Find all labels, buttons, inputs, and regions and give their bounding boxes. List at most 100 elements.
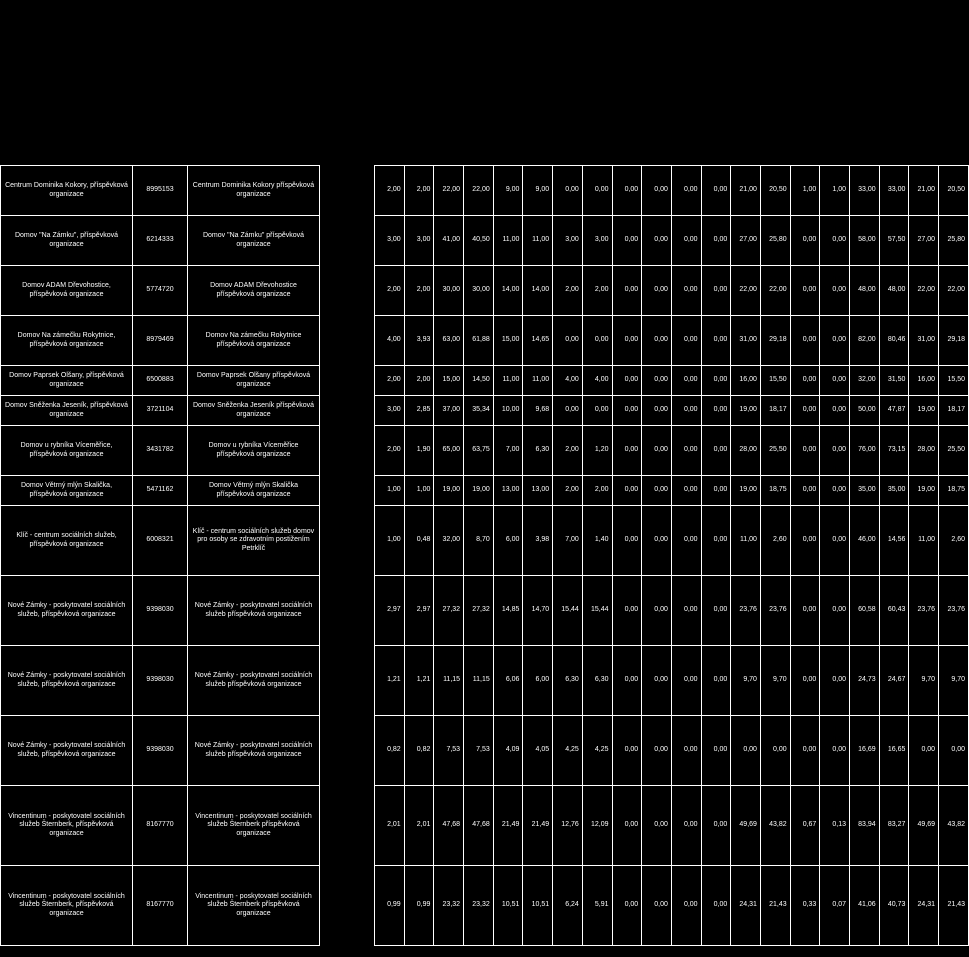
table-row: Klíč - centrum sociálních služeb, příspě… — [1, 506, 969, 576]
value-cell: 18,75 — [939, 476, 969, 506]
value-cell: 21,49 — [523, 786, 553, 866]
value-cell: 18,17 — [939, 396, 969, 426]
value-cell: 0,00 — [642, 786, 672, 866]
value-cell: 0,00 — [671, 476, 701, 506]
value-cell: 35,34 — [464, 396, 494, 426]
value-cell: 0,00 — [612, 166, 642, 216]
value-cell: 0,00 — [820, 396, 850, 426]
value-cell: 19,00 — [464, 476, 494, 506]
org-name: Klíč - centrum sociálních služeb, příspě… — [1, 506, 133, 576]
value-cell: 0,00 — [820, 576, 850, 646]
org-desc: Domov Na zámečku Rokytnice příspěvková o… — [188, 316, 320, 366]
value-cell: 41,00 — [434, 216, 464, 266]
value-cell: 19,00 — [731, 396, 761, 426]
value-cell: 0,13 — [820, 786, 850, 866]
value-cell: 4,09 — [493, 716, 523, 786]
value-cell: 11,15 — [464, 646, 494, 716]
value-cell: 0,00 — [820, 216, 850, 266]
table-row: Nové Zámky - poskytovatel sociálních slu… — [1, 576, 969, 646]
value-cell: 47,87 — [879, 396, 909, 426]
value-cell: 22,00 — [939, 266, 969, 316]
table-row: Domov Sněženka Jeseník, příspěvková orga… — [1, 396, 969, 426]
gap — [320, 266, 375, 316]
value-cell: 3,00 — [375, 396, 405, 426]
org-name: Nové Zámky - poskytovatel sociálních slu… — [1, 646, 133, 716]
org-id: 9398030 — [133, 576, 188, 646]
value-cell: 0,07 — [820, 866, 850, 946]
org-name: Nové Zámky - poskytovatel sociálních slu… — [1, 576, 133, 646]
value-cell: 60,58 — [850, 576, 880, 646]
org-id: 6214333 — [133, 216, 188, 266]
value-cell: 6,24 — [553, 866, 583, 946]
value-cell: 0,00 — [820, 506, 850, 576]
org-desc: Klíč - centrum sociálních služeb domov p… — [188, 506, 320, 576]
value-cell: 61,88 — [464, 316, 494, 366]
value-cell: 11,00 — [731, 506, 761, 576]
value-cell: 10,51 — [493, 866, 523, 946]
value-cell: 0,00 — [909, 716, 939, 786]
value-cell: 22,00 — [731, 266, 761, 316]
value-cell: 0,00 — [671, 866, 701, 946]
value-cell: 0,00 — [612, 866, 642, 946]
org-name: Domov Sněženka Jeseník, příspěvková orga… — [1, 396, 133, 426]
value-cell: 0,00 — [790, 646, 820, 716]
value-cell: 4,25 — [553, 716, 583, 786]
value-cell: 0,00 — [701, 866, 731, 946]
org-name: Domov ADAM Dřevohostice, příspěvková org… — [1, 266, 133, 316]
value-cell: 18,17 — [760, 396, 790, 426]
value-cell: 31,00 — [909, 316, 939, 366]
value-cell: 0,00 — [701, 426, 731, 476]
value-cell: 13,00 — [523, 476, 553, 506]
value-cell: 0,00 — [642, 266, 672, 316]
value-cell: 2,01 — [375, 786, 405, 866]
value-cell: 0,00 — [701, 786, 731, 866]
org-id: 9398030 — [133, 716, 188, 786]
value-cell: 0,00 — [642, 166, 672, 216]
value-cell: 63,75 — [464, 426, 494, 476]
value-cell: 0,00 — [701, 576, 731, 646]
value-cell: 0,00 — [671, 426, 701, 476]
value-cell: 16,65 — [879, 716, 909, 786]
value-cell: 2,97 — [375, 576, 405, 646]
value-cell: 0,00 — [790, 716, 820, 786]
value-cell: 0,00 — [820, 366, 850, 396]
value-cell: 7,00 — [553, 506, 583, 576]
value-cell: 48,00 — [879, 266, 909, 316]
value-cell: 47,68 — [464, 786, 494, 866]
org-id: 3721104 — [133, 396, 188, 426]
value-cell: 0,00 — [671, 576, 701, 646]
value-cell: 1,00 — [790, 166, 820, 216]
value-cell: 0,00 — [553, 396, 583, 426]
org-desc: Domov "Na Zámku" příspěvková organizace — [188, 216, 320, 266]
table-row: Centrum Dominika Kokory, příspěvková org… — [1, 166, 969, 216]
value-cell: 14,65 — [523, 316, 553, 366]
org-id: 3431782 — [133, 426, 188, 476]
value-cell: 0,00 — [820, 266, 850, 316]
org-name: Vincentinum - poskytovatel sociálních sl… — [1, 786, 133, 866]
value-cell: 1,21 — [404, 646, 434, 716]
value-cell: 0,67 — [790, 786, 820, 866]
value-cell: 16,69 — [850, 716, 880, 786]
value-cell: 14,00 — [523, 266, 553, 316]
value-cell: 2,00 — [404, 366, 434, 396]
value-cell: 15,44 — [582, 576, 612, 646]
org-name: Domov Větrný mlýn Skalička, příspěvková … — [1, 476, 133, 506]
value-cell: 0,00 — [671, 506, 701, 576]
value-cell: 83,94 — [850, 786, 880, 866]
value-cell: 9,70 — [909, 646, 939, 716]
value-cell: 0,00 — [671, 216, 701, 266]
gap — [320, 476, 375, 506]
value-cell: 19,00 — [909, 396, 939, 426]
value-cell: 6,30 — [523, 426, 553, 476]
org-name: Domov Na zámečku Rokytnice, příspěvková … — [1, 316, 133, 366]
value-cell: 0,00 — [612, 396, 642, 426]
value-cell: 19,00 — [731, 476, 761, 506]
value-cell: 24,31 — [909, 866, 939, 946]
value-cell: 11,00 — [523, 366, 553, 396]
value-cell: 7,00 — [493, 426, 523, 476]
value-cell: 23,76 — [939, 576, 969, 646]
value-cell: 35,00 — [850, 476, 880, 506]
value-cell: 25,80 — [760, 216, 790, 266]
value-cell: 0,00 — [701, 716, 731, 786]
value-cell: 14,00 — [493, 266, 523, 316]
